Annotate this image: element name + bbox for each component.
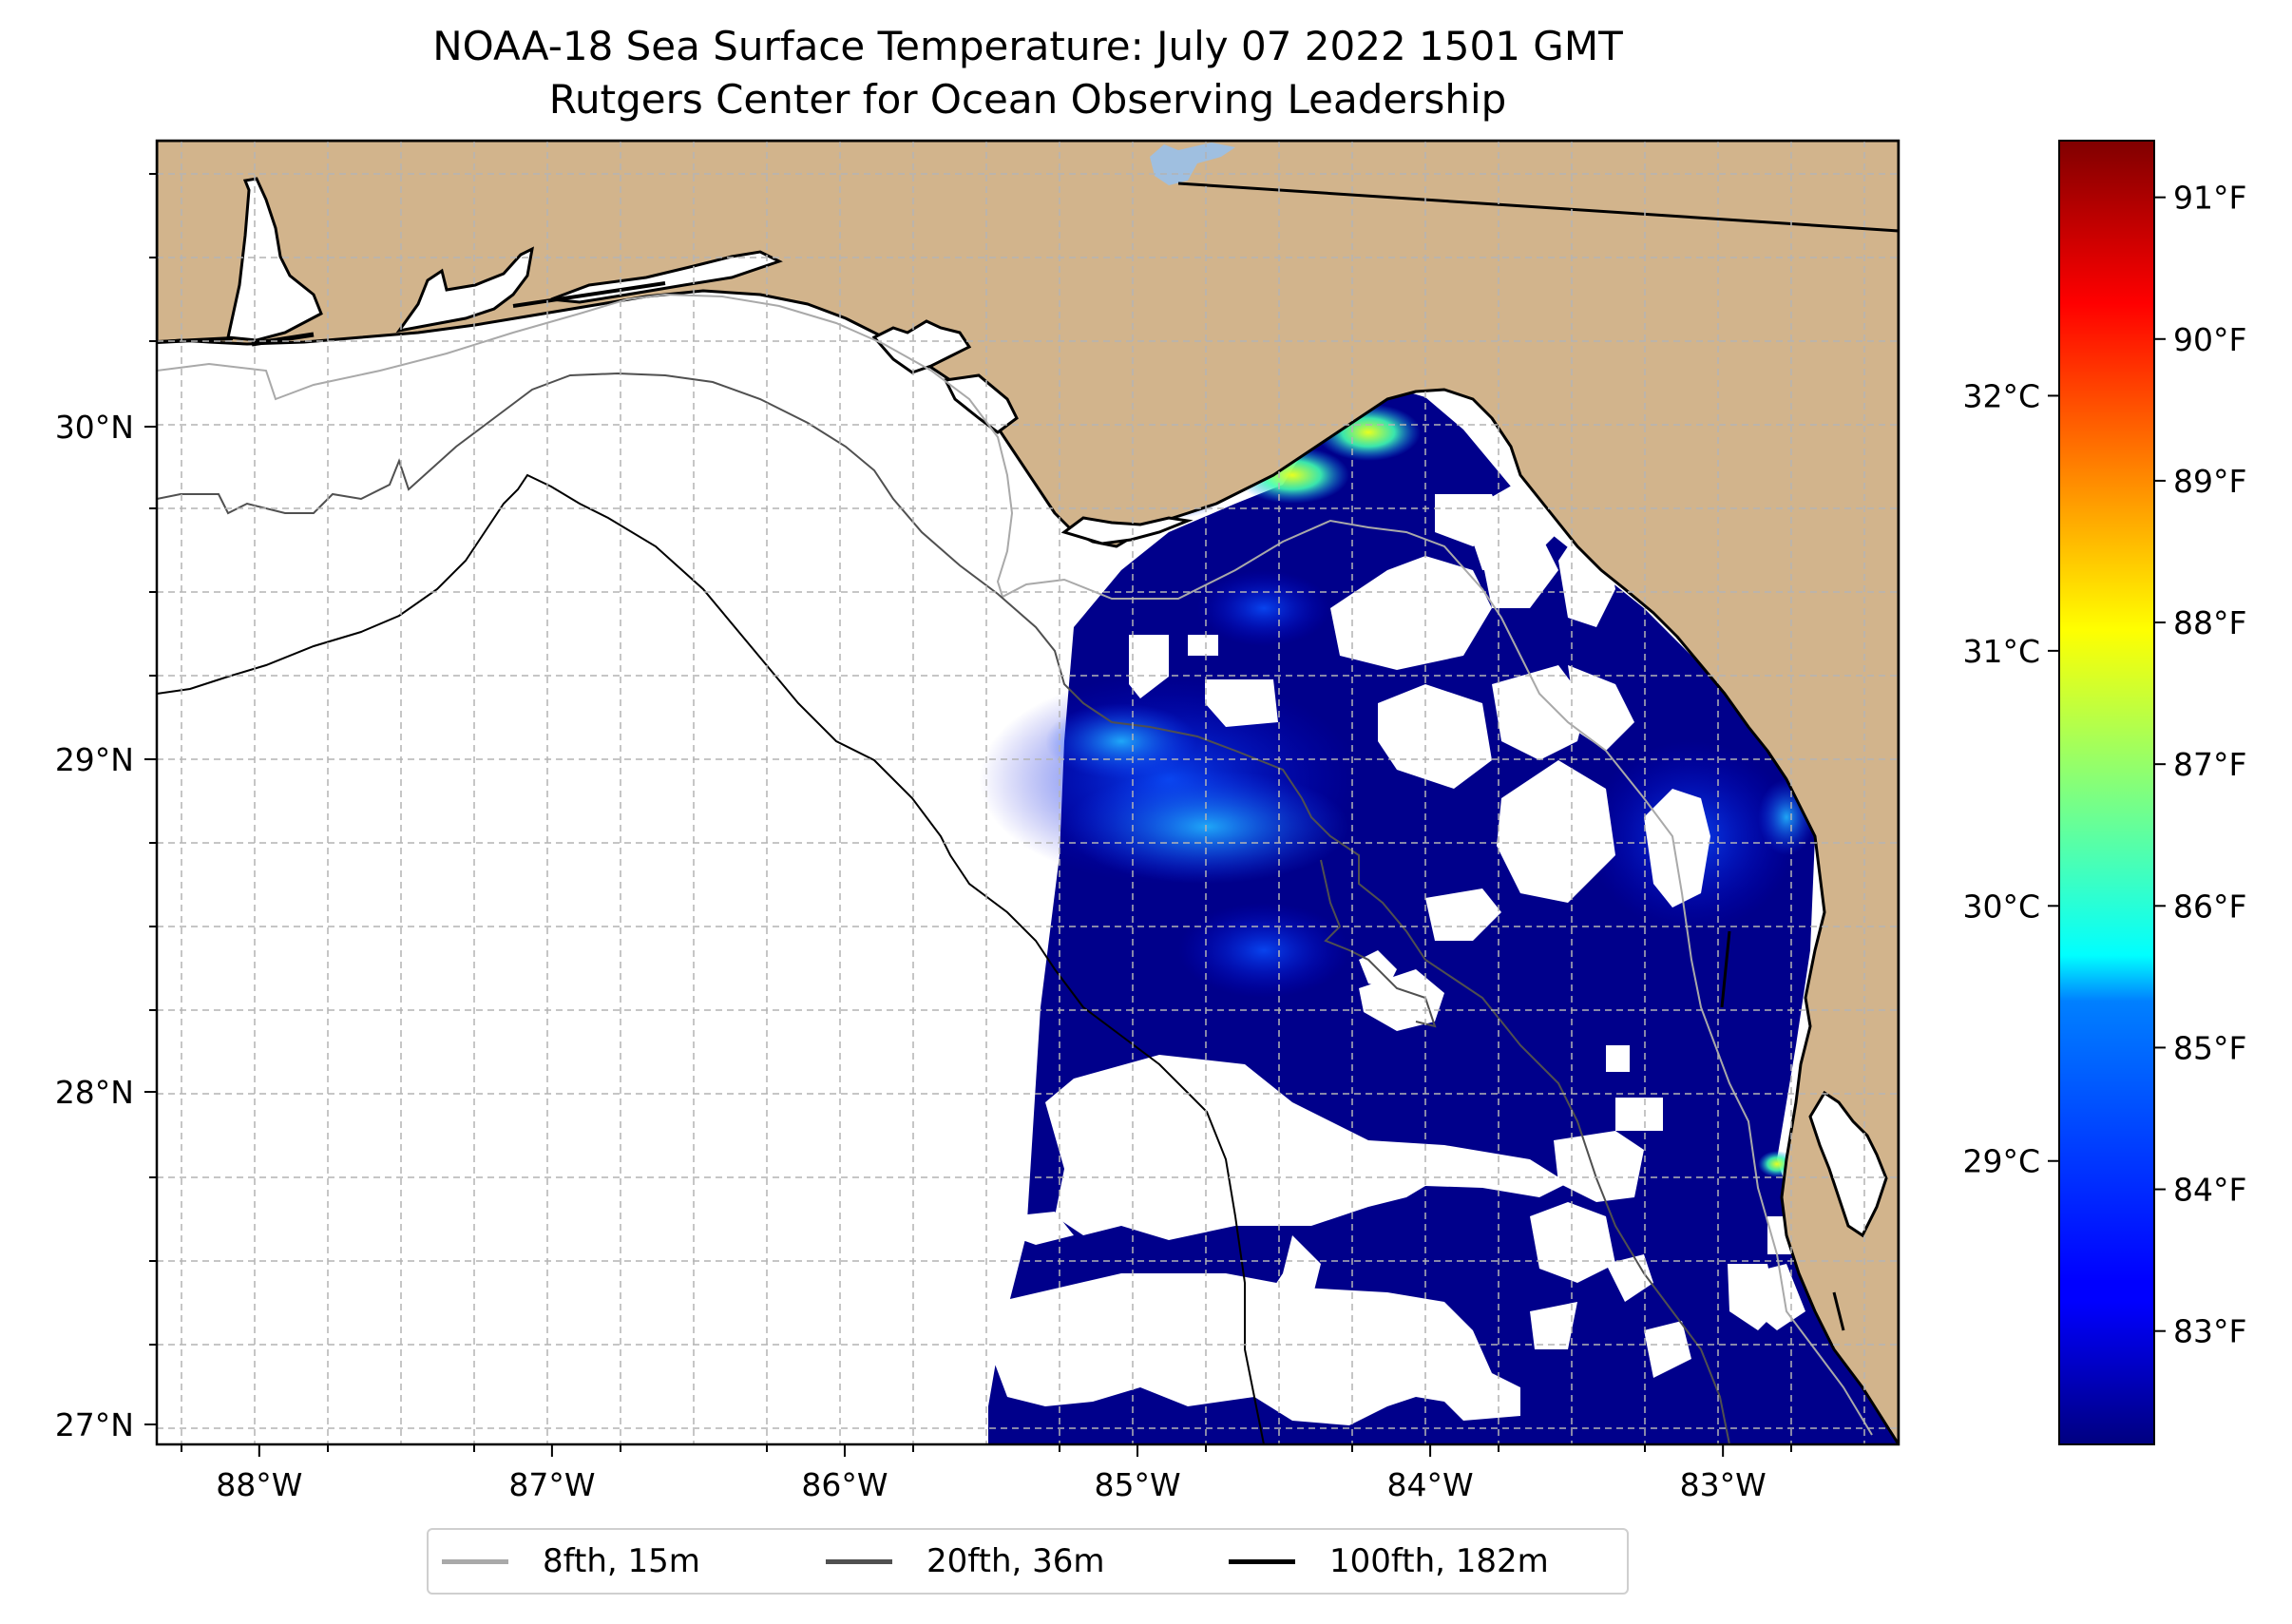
map-frame: [155, 139, 1900, 1446]
apalachicola-bay: [1060, 516, 1194, 545]
colorbar-f-tick-label: 88°F: [2173, 604, 2246, 641]
barrier-island: [512, 281, 666, 308]
lat-tick-label: 27°N: [55, 1406, 134, 1443]
lake: [1150, 143, 1235, 185]
sst-patch: [1064, 770, 1349, 884]
land: [157, 141, 1899, 1444]
lat-tick-label: 28°N: [55, 1074, 134, 1111]
isobath-20fth-sinuous: [1320, 859, 1437, 1028]
land-north: [157, 141, 1899, 1444]
lon-tick-label: 87°W: [508, 1466, 595, 1503]
st-andrew-bay: [871, 319, 972, 374]
isobath-20fth: [157, 372, 1730, 1444]
sst-patch: [1178, 903, 1349, 998]
legend-swatch: [826, 1558, 892, 1564]
lat-tick-label: 30°N: [55, 409, 134, 446]
choctawhatchee-bay: [550, 250, 783, 304]
legend-label: 8fth, 15m: [543, 1542, 700, 1580]
minor-ticks: [149, 173, 1792, 1452]
barrier-island: [1720, 930, 1731, 1008]
legend-swatch: [1229, 1558, 1295, 1564]
lon-tick-label: 83°W: [1680, 1466, 1767, 1503]
colorbar-f-tick-label: 83°F: [2173, 1313, 2246, 1350]
colorbar-f-tick-label: 90°F: [2173, 321, 2246, 358]
legend-label: 100fth, 182m: [1329, 1542, 1549, 1580]
barrier-island: [1832, 1291, 1845, 1331]
colorbar-f-tick-label: 91°F: [2173, 180, 2246, 217]
legend-item-100fth: 100fth, 182m: [1229, 1530, 1549, 1593]
tampa-bay: [1808, 1090, 1888, 1238]
legend-item-20fth: 20fth, 36m: [826, 1530, 1105, 1593]
mobile-bay: [226, 177, 323, 342]
map-subtitle: Rutgers Center for Ocean Observing Leade…: [548, 76, 1507, 123]
isobath-100fth: [157, 473, 1265, 1444]
colorbar-c-tick-label: 29°C: [1962, 1143, 2040, 1180]
lon-tick-label: 88°W: [216, 1466, 302, 1503]
lat-tick-label: 29°N: [55, 741, 134, 778]
colorbar-c-tick-label: 31°C: [1962, 633, 2040, 670]
lon-tick-label: 85°W: [1094, 1466, 1180, 1503]
gridlines: [157, 141, 1899, 1444]
colorbar-f-tick-label: 84°F: [2173, 1172, 2246, 1209]
colorbar-c-tick-label: 32°C: [1962, 377, 2040, 414]
legend-item-8fth: 8fth, 15m: [442, 1530, 700, 1593]
colorbar-f-tick-label: 89°F: [2173, 463, 2246, 500]
sst-patch: [1197, 570, 1330, 646]
barrier-island: [251, 332, 315, 347]
map-axis-ticks: 88°W 87°W 86°W 85°W 84°W 83°W 30°N 29°N 28°N 27°N: [55, 409, 1767, 1503]
cloud-gaps: [993, 475, 1805, 1425]
colorbar-c-tick-label: 30°C: [1962, 888, 2040, 925]
colorbar-ticks: 83°F 84°F 85°F 86°F 87°F 88°F 89°F 90°F 91°F 29°C…: [1962, 180, 2246, 1350]
isobaths: [157, 293, 1873, 1444]
map-title: NOAA-18 Sea Surface Temperature: July 07…: [432, 23, 1623, 69]
colorbar-f-tick-label: 87°F: [2173, 746, 2246, 783]
state-border: [1177, 182, 1899, 233]
isobath-legend: 8fth, 15m 20fth, 36m 100fth, 182m: [427, 1528, 1629, 1595]
legend-swatch: [442, 1558, 508, 1564]
lon-tick-label: 84°W: [1387, 1466, 1474, 1503]
legend-label: 20fth, 36m: [926, 1542, 1105, 1580]
lon-tick-label: 86°W: [801, 1466, 888, 1503]
isobath-8fth: [157, 293, 1873, 1436]
colorbar-f-tick-label: 85°F: [2173, 1029, 2246, 1066]
colorbar: [2058, 140, 2155, 1445]
pensacola-bay: [395, 246, 535, 334]
sst-patch: [1045, 703, 1197, 779]
colorbar-f-tick-label: 86°F: [2173, 888, 2246, 925]
map-area: [157, 141, 1899, 1444]
